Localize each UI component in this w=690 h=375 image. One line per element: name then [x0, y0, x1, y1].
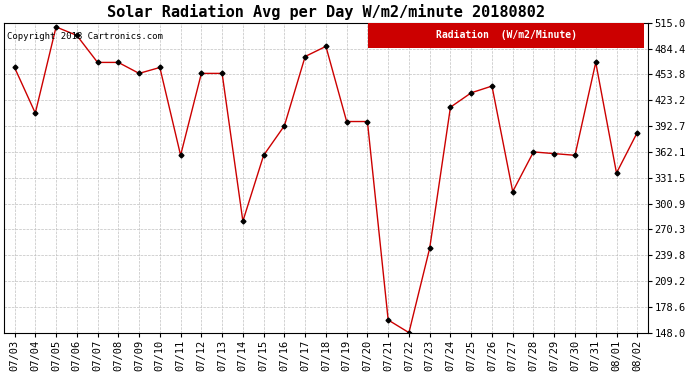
Text: Copyright 2018 Cartronics.com: Copyright 2018 Cartronics.com	[8, 32, 164, 41]
Title: Solar Radiation Avg per Day W/m2/minute 20180802: Solar Radiation Avg per Day W/m2/minute …	[107, 4, 545, 20]
